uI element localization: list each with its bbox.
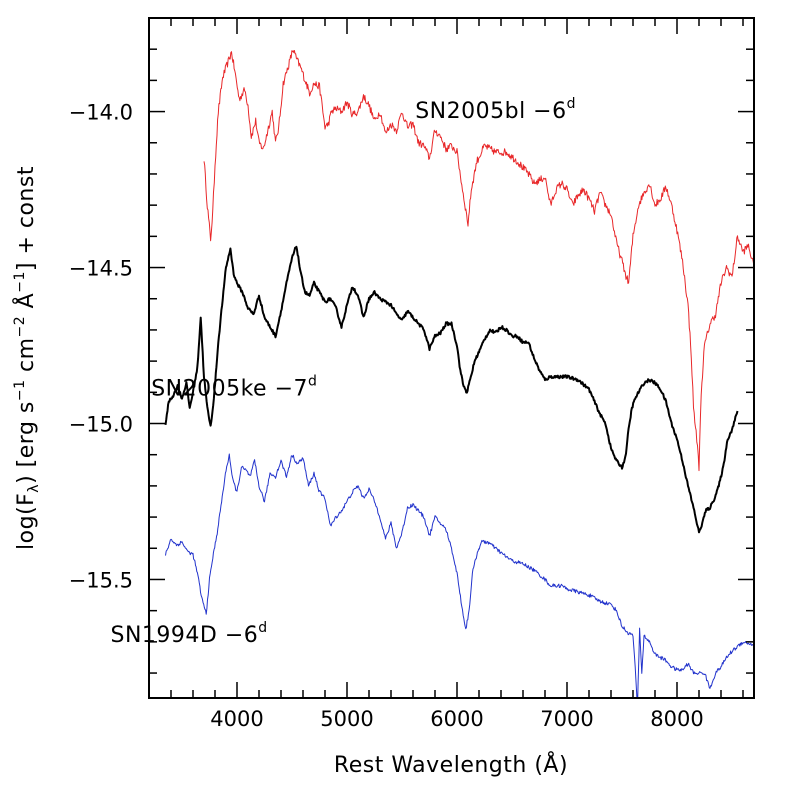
annotation-sn1994d: SN1994D −6d (111, 620, 268, 648)
y-tick-label-minus-14-0: −14.0 (69, 101, 133, 125)
y-tick-label-minus-14-5: −14.5 (69, 257, 133, 281)
spectrum-line-sn2005bl-6d (203, 50, 754, 472)
y-tick-labels: −14.0 −14.5 −15.0 −15.5 (69, 101, 133, 593)
x-tick-label-8000: 8000 (650, 707, 703, 731)
axis-ticks (148, 18, 754, 698)
x-tick-label-7000: 7000 (540, 707, 593, 731)
x-tick-label-6000: 6000 (430, 707, 483, 731)
annotation-sn2005bl: SN2005bl −6d (415, 96, 576, 124)
y-tick-label-minus-15-0: −15.0 (69, 413, 133, 437)
spectra-series-group (164, 50, 754, 698)
spectrum-line-sn2005ke-7d (164, 245, 739, 534)
y-tick-label-minus-15-5: −15.5 (69, 568, 133, 592)
x-axis-title: Rest Wavelength (Å) (334, 751, 568, 778)
plot-frame (148, 17, 755, 699)
x-tick-label-5000: 5000 (320, 707, 373, 731)
annotation-sn2005ke: SN2005ke −7d (151, 373, 317, 401)
x-tick-label-4000: 4000 (210, 707, 263, 731)
y-axis-title: log(Fλ) [erg s−1 cm−2 Å−1] + const (12, 166, 42, 550)
spectrum-line-sn1994d-6d (165, 453, 754, 698)
x-tick-labels: 4000 5000 6000 7000 8000 (210, 707, 703, 731)
